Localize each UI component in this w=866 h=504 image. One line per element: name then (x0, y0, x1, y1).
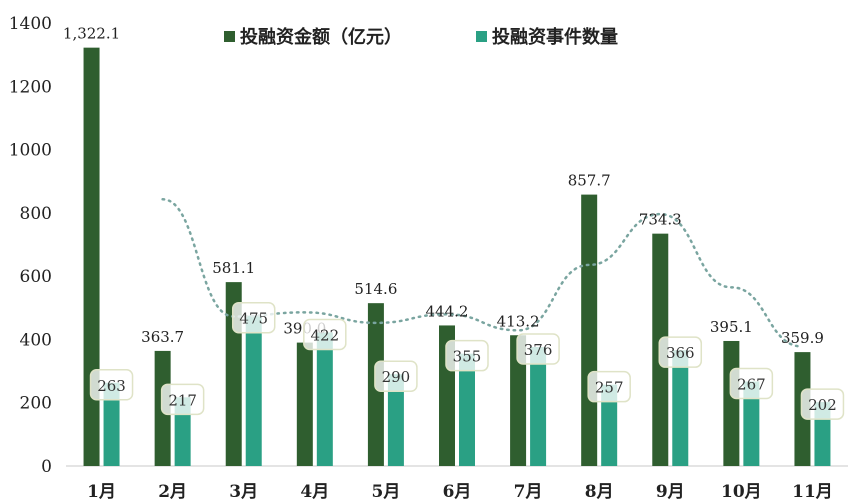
amount-data-label: 734.3 (639, 211, 682, 229)
legend-label-amount: 投融资金额（亿元） (240, 26, 402, 48)
count-label-box (587, 370, 631, 403)
y-tick-label: 400 (20, 330, 52, 350)
amount-data-label: 514.6 (354, 280, 397, 298)
count-label-box (160, 383, 205, 416)
count-label-box (800, 388, 845, 420)
bar-count (103, 382, 120, 466)
x-tick-label: 10月 (721, 482, 762, 502)
legend-swatch-amount (224, 31, 235, 42)
bar-amount (581, 194, 598, 466)
count-data-label: 290 (382, 368, 411, 386)
x-tick-label: 4月 (300, 482, 329, 502)
count-label-box (231, 301, 276, 334)
x-tick-label: 11月 (792, 482, 833, 502)
x-tick-label: 1月 (87, 482, 116, 502)
bar-amount (296, 342, 313, 466)
count-data-label: 422 (310, 326, 339, 344)
y-tick-label: 1000 (9, 141, 52, 161)
count-label-box (374, 360, 418, 392)
y-tick-label: 0 (41, 457, 52, 477)
count-label-box (516, 333, 560, 365)
bar-count (743, 381, 760, 466)
amount-data-label: 1,322.1 (63, 25, 120, 43)
legend-swatch-count (476, 31, 487, 42)
amount-data-label: 395.1 (710, 318, 753, 336)
y-axis: 0 200 400 600 800 1000 1200 1400 (9, 14, 52, 477)
count-label-box (445, 339, 489, 372)
amount-data-label: 857.7 (568, 172, 611, 190)
count-data-label: 376 (524, 341, 553, 359)
bars (83, 47, 831, 467)
bar-count (601, 384, 618, 466)
data-labels: 1,322.1263363.7217581.1475390.0422514.62… (63, 25, 845, 420)
amount-data-label: 363.7 (141, 328, 184, 346)
x-tick-label: 5月 (371, 482, 400, 502)
y-tick-label: 600 (20, 267, 52, 287)
amount-data-label: 581.1 (212, 259, 255, 277)
x-tick-label: 3月 (229, 482, 258, 502)
count-data-label: 263 (97, 377, 126, 395)
count-data-label: 202 (808, 396, 837, 414)
amount-data-label: 413.2 (497, 312, 540, 330)
x-tick-label: 7月 (514, 482, 543, 502)
count-data-label: 475 (239, 310, 268, 328)
count-data-label: 217 (168, 391, 197, 409)
count-label-box (303, 318, 347, 351)
count-label-box (658, 336, 703, 368)
bar-amount (83, 47, 100, 467)
bar-count (672, 350, 689, 466)
bar-count (245, 315, 262, 466)
x-tick-label: 6月 (443, 482, 472, 502)
legend: 投融资金额（亿元） 投融资事件数量 (224, 26, 618, 48)
y-tick-label: 1400 (9, 14, 52, 34)
bar-amount (723, 340, 740, 466)
bar-count (530, 347, 547, 466)
amount-data-label: 444.2 (426, 302, 469, 320)
x-tick-label: 8月 (585, 482, 614, 502)
count-data-label: 366 (666, 344, 695, 362)
amount-data-label: 359.9 (781, 329, 824, 347)
bar-count (387, 374, 404, 466)
count-data-label: 257 (595, 379, 624, 397)
x-tick-label: 2月 (158, 482, 187, 502)
y-tick-label: 200 (20, 394, 52, 414)
bar-count (316, 332, 333, 466)
bar-amount (510, 335, 527, 466)
x-axis: 1月 2月 3月 4月 5月 6月 7月 8月 9月 10月 11月 (66, 465, 848, 502)
count-data-label: 267 (737, 376, 766, 394)
y-tick-label: 1200 (9, 77, 52, 97)
count-label-box (89, 369, 134, 401)
legend-label-count: 投融资事件数量 (492, 26, 618, 48)
count-data-label: 355 (453, 348, 482, 366)
count-label-box (729, 367, 774, 400)
bar-count (459, 353, 475, 466)
x-tick-label: 9月 (656, 482, 685, 502)
y-tick-label: 800 (20, 204, 52, 224)
